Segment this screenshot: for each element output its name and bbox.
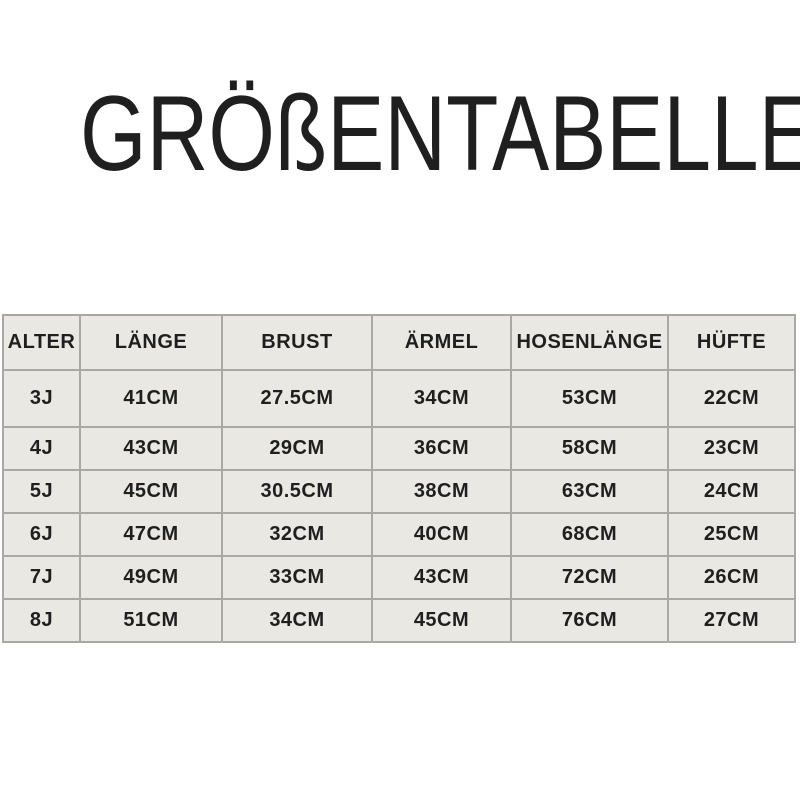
table-cell: 63CM: [510, 469, 669, 514]
age-cell: 6J: [2, 512, 81, 557]
table-cell: 38CM: [371, 469, 512, 514]
table-row-4j: 4J 43CM 29CM 36CM 58CM 23CM: [2, 426, 796, 471]
table-cell: 27.5CM: [221, 369, 373, 428]
table-cell: 32CM: [221, 512, 373, 557]
column-header-aermel: ÄRMEL: [371, 314, 512, 371]
column-header-hosenlaenge: HOSENLÄNGE: [510, 314, 669, 371]
table-cell: 47CM: [79, 512, 223, 557]
table-cell: 27CM: [667, 598, 796, 643]
table-cell: 34CM: [221, 598, 373, 643]
table-cell: 33CM: [221, 555, 373, 600]
table-row-5j: 5J 45CM 30.5CM 38CM 63CM 24CM: [2, 469, 796, 514]
table-cell: 24CM: [667, 469, 796, 514]
table-cell: 22CM: [667, 369, 796, 428]
table-cell: 30.5CM: [221, 469, 373, 514]
table-cell: 36CM: [371, 426, 512, 471]
column-header-laenge: LÄNGE: [79, 314, 223, 371]
table-cell: 23CM: [667, 426, 796, 471]
age-cell: 5J: [2, 469, 81, 514]
table-cell: 26CM: [667, 555, 796, 600]
table-row-8j: 8J 51CM 34CM 45CM 76CM 27CM: [2, 598, 796, 643]
table-cell: 43CM: [79, 426, 223, 471]
column-header-alter: ALTER: [2, 314, 81, 371]
table-cell: 68CM: [510, 512, 669, 557]
column-header-brust: BRUST: [221, 314, 373, 371]
age-cell: 8J: [2, 598, 81, 643]
page-title: GRÖßENTABELLE: [80, 73, 800, 193]
age-cell: 3J: [2, 369, 81, 428]
table-cell: 76CM: [510, 598, 669, 643]
column-header-huefte: HÜFTE: [667, 314, 796, 371]
table-cell: 58CM: [510, 426, 669, 471]
table-cell: 72CM: [510, 555, 669, 600]
table-cell: 45CM: [371, 598, 512, 643]
table-cell: 45CM: [79, 469, 223, 514]
table-cell: 34CM: [371, 369, 512, 428]
table-row-6j: 6J 47CM 32CM 40CM 68CM 25CM: [2, 512, 796, 557]
table-row-7j: 7J 49CM 33CM 43CM 72CM 26CM: [2, 555, 796, 600]
table-cell: 43CM: [371, 555, 512, 600]
age-cell: 4J: [2, 426, 81, 471]
table-row-3j: 3J 41CM 27.5CM 34CM 53CM 22CM: [2, 369, 796, 428]
size-table: ALTER LÄNGE BRUST ÄRMEL HOSENLÄNGE HÜFTE…: [2, 314, 796, 643]
table-cell: 49CM: [79, 555, 223, 600]
table-cell: 40CM: [371, 512, 512, 557]
table-cell: 51CM: [79, 598, 223, 643]
table-cell: 29CM: [221, 426, 373, 471]
age-cell: 7J: [2, 555, 81, 600]
table-cell: 53CM: [510, 369, 669, 428]
table-cell: 41CM: [79, 369, 223, 428]
table-cell: 25CM: [667, 512, 796, 557]
header-row: ALTER LÄNGE BRUST ÄRMEL HOSENLÄNGE HÜFTE: [2, 314, 796, 371]
